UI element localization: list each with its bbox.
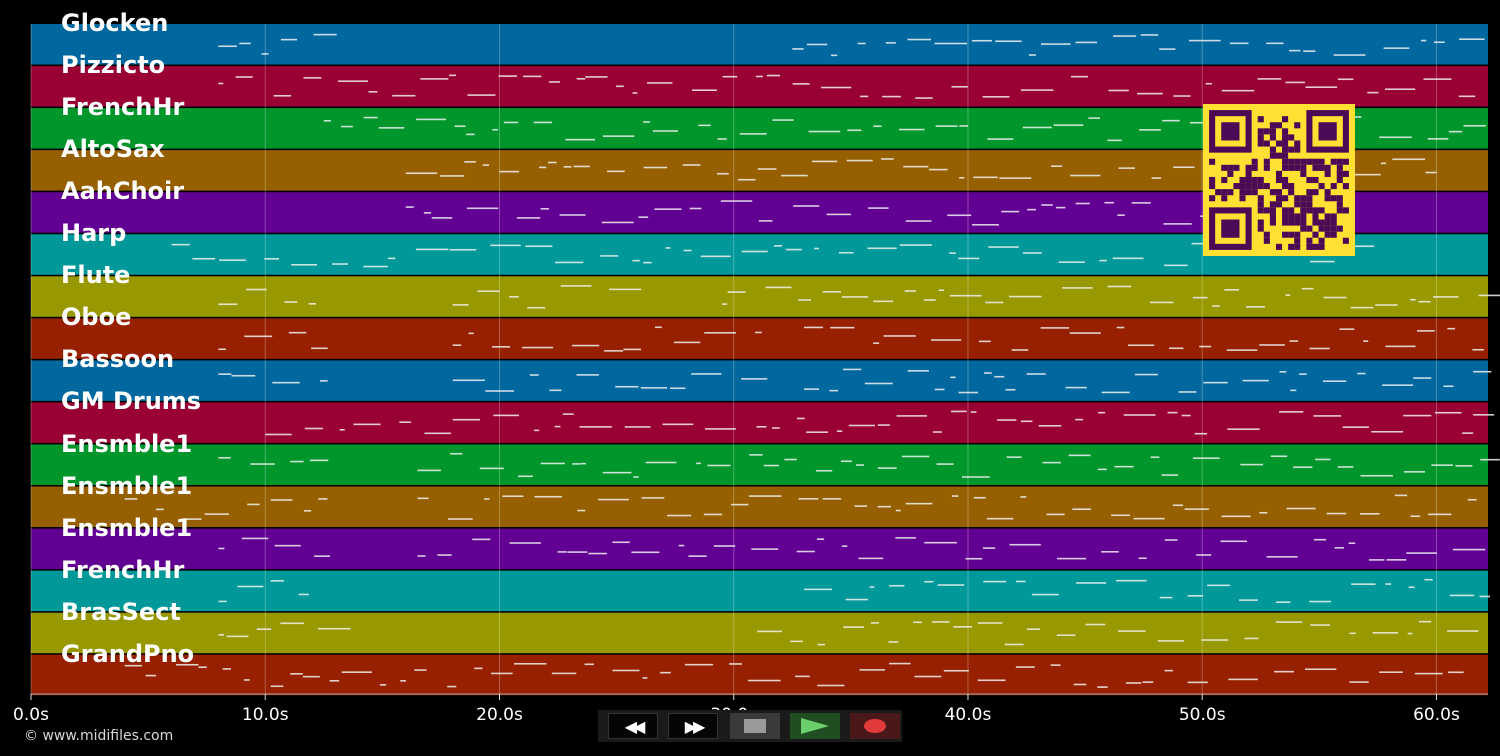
track-lane[interactable] [31, 24, 1488, 65]
tick-label: 0.0s [13, 705, 49, 725]
play-icon [801, 718, 829, 734]
stop-icon [744, 719, 766, 733]
track-lane[interactable] [31, 360, 1488, 401]
track-label: GrandPno [61, 639, 195, 668]
track-lane[interactable] [31, 276, 1488, 317]
track-label: GM Drums [61, 387, 202, 416]
track-label: Harp [61, 219, 127, 248]
track-label: BrasSect [61, 597, 181, 626]
track-label: Oboe [61, 303, 132, 332]
qr-code-icon [1203, 104, 1355, 256]
tick-label: 50.0s [1178, 705, 1226, 725]
track-label: AltoSax [61, 135, 165, 164]
track-lane[interactable] [31, 444, 1488, 486]
track-label: Pizzicto [61, 51, 166, 80]
play-button[interactable] [790, 713, 840, 739]
track-label: Bassoon [61, 345, 175, 374]
tick-label: 10.0s [241, 705, 289, 725]
track-label: Ensmble1 [61, 429, 193, 458]
fast-forward-icon: ▶▶ [684, 716, 706, 736]
track-label: Ensmble1 [61, 513, 193, 542]
track-lane[interactable] [31, 654, 1488, 696]
track-label: FrenchHr [61, 93, 185, 122]
tick-label: 20.0s [476, 705, 523, 725]
record-button[interactable] [850, 713, 900, 739]
track-lane[interactable] [31, 66, 1488, 107]
track-label: AahChoir [61, 177, 185, 206]
transport-controls: ◀◀ ▶▶ [598, 710, 902, 742]
tick-label: 40.0s [944, 705, 992, 725]
track-lane[interactable] [31, 570, 1488, 612]
track-label: Flute [61, 261, 131, 290]
tick-label: 60.0s [1413, 705, 1460, 725]
stop-button[interactable] [730, 713, 780, 739]
copyright-text: © www.midifiles.com [24, 728, 174, 744]
track-lane[interactable] [31, 318, 1488, 359]
record-icon [864, 719, 886, 733]
rewind-button[interactable]: ◀◀ [608, 713, 658, 739]
fast-forward-button[interactable]: ▶▶ [668, 713, 718, 739]
track-label: Ensmble1 [61, 471, 193, 500]
rewind-icon: ◀◀ [624, 716, 646, 736]
track-label: Glocken [61, 9, 169, 37]
track-lane[interactable] [31, 402, 1488, 443]
track-label: FrenchHr [61, 555, 185, 584]
track-lane[interactable] [31, 612, 1488, 654]
track-lane[interactable] [31, 486, 1488, 528]
